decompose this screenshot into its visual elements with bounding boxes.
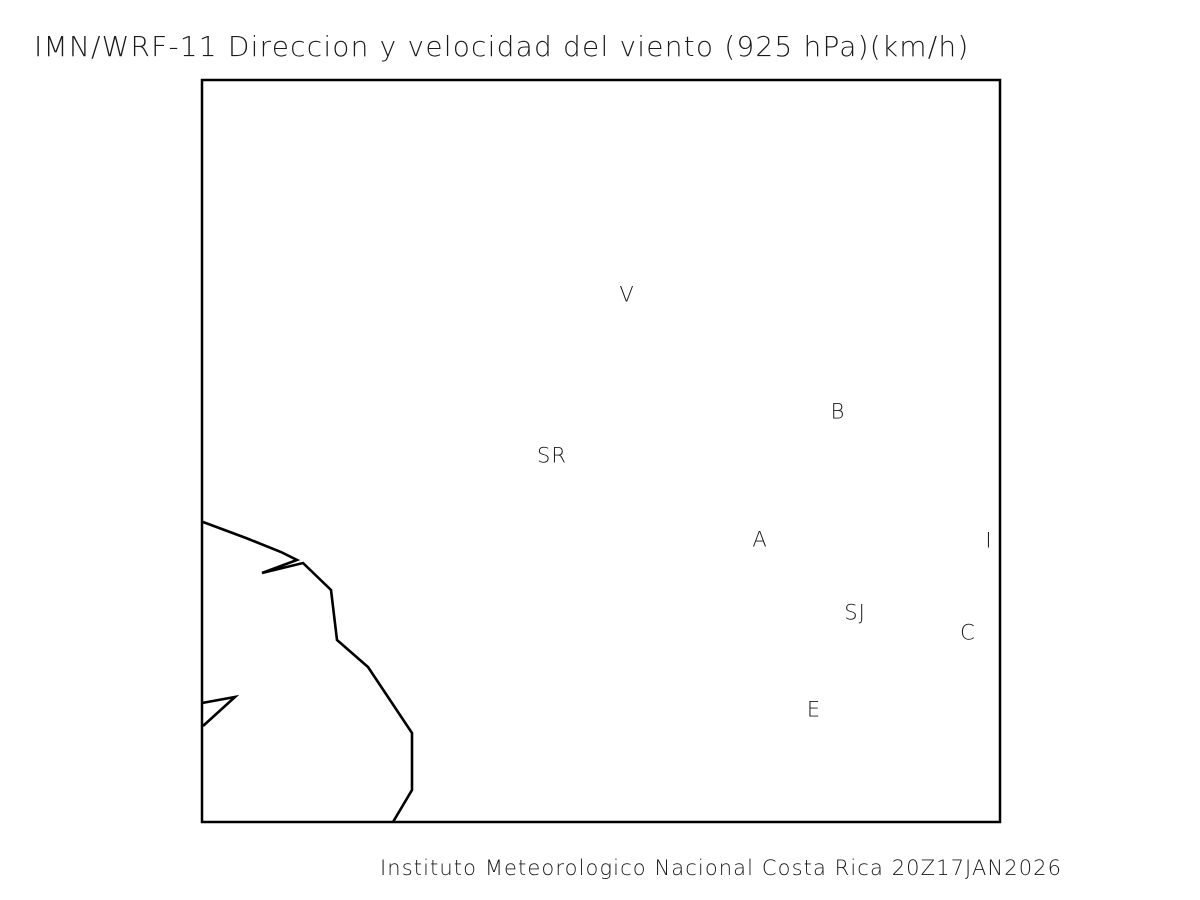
station-label-e: E	[806, 697, 822, 722]
footer-attribution: Instituto Meteorologico Nacional Costa R…	[380, 856, 1063, 880]
coastline-gulf-inlet	[201, 694, 240, 727]
page-title: IMN/WRF-11 Direccion y velocidad del vie…	[34, 30, 970, 63]
coastline-group	[201, 520, 414, 823]
station-label-i: I	[985, 528, 993, 553]
station-label-b: B	[830, 399, 846, 424]
station-label-sr: SR	[537, 443, 567, 468]
coastline-pacific-coast-main	[202, 520, 414, 823]
station-label-c: C	[960, 620, 976, 645]
map-frame-border	[200, 78, 1002, 824]
station-label-sj: SJ	[844, 600, 866, 625]
station-label-a: A	[752, 527, 768, 552]
station-label-v: V	[619, 282, 635, 307]
